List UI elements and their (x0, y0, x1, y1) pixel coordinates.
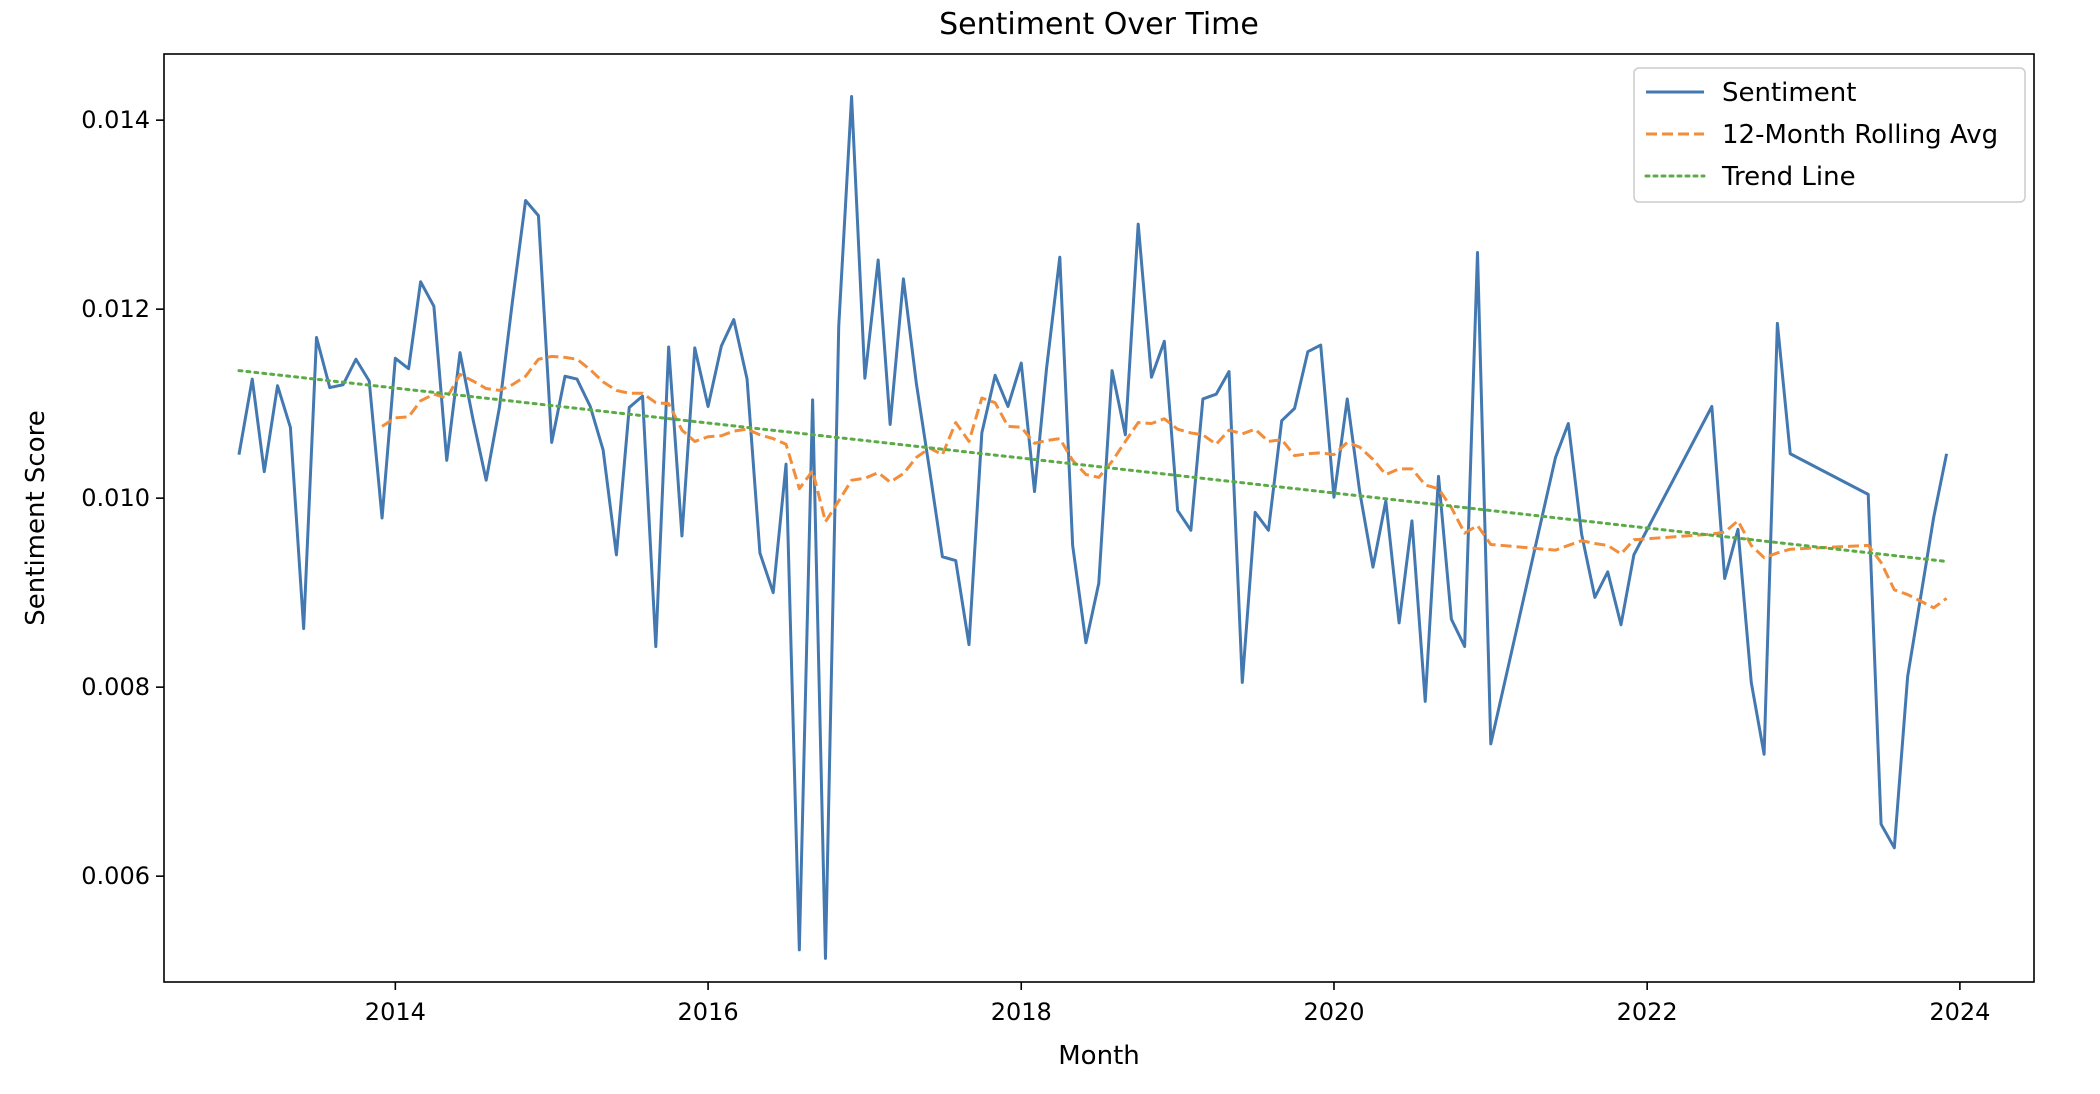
legend-label-sentiment: Sentiment (1722, 78, 1856, 108)
plot-area (237, 95, 1949, 960)
plot-frame (163, 53, 2035, 983)
y-tick-label-0.012: 0.012 (81, 295, 150, 323)
y-tick-label-0.006: 0.006 (81, 862, 150, 890)
sentiment-series-line (237, 95, 1949, 960)
x-tick-label-2016: 2016 (678, 998, 739, 1026)
x-tick-label-2018: 2018 (991, 998, 1052, 1026)
legend-label-trend-line: Trend Line (1721, 162, 1856, 192)
x-tick-label-2024: 2024 (1929, 998, 1990, 1026)
legend: Sentiment 12-Month Rolling Avg Trend Line (1633, 67, 2026, 203)
y-axis-label: Sentiment Score (21, 410, 51, 625)
legend-box (1633, 67, 2026, 203)
x-tick-label-2014: 2014 (365, 998, 426, 1026)
rolling-avg-series-line (381, 354, 1948, 610)
x-axis-label: Month (1058, 1041, 1140, 1071)
axes: 2014 2016 2018 2020 2022 2024 0.006 0.008 0.010 0… (81, 53, 2035, 1026)
x-tick-label-2022: 2022 (1617, 998, 1678, 1026)
x-tick-label-2020: 2020 (1303, 998, 1364, 1026)
y-tick-label-0.010: 0.010 (81, 484, 150, 512)
chart-title: Sentiment Over Time (939, 7, 1259, 42)
y-tick-label-0.014: 0.014 (81, 106, 150, 134)
y-tick-label-0.008: 0.008 (81, 673, 150, 701)
trend-series-line (237, 369, 1949, 563)
legend-label-12-month-rolling-avg: 12-Month Rolling Avg (1722, 120, 1998, 150)
